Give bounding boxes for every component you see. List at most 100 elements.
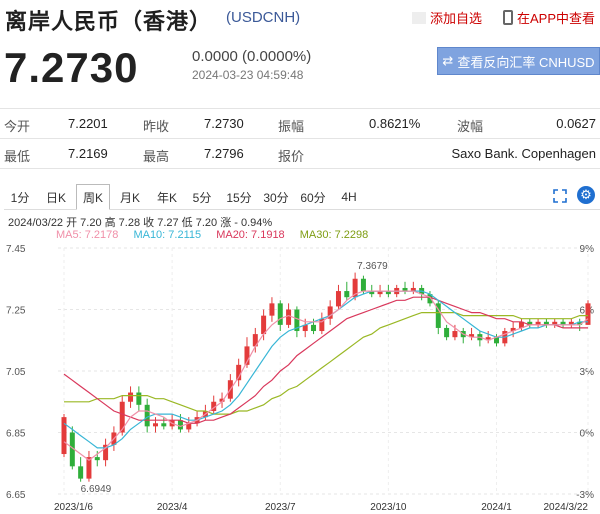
candle-body — [302, 324, 308, 332]
phone-icon — [503, 10, 513, 25]
candlestick-chart[interactable]: 7.459%7.256%7.053%6.850%6.65-3%2023/1/62… — [0, 240, 600, 514]
candle-body — [252, 334, 258, 347]
candle-body — [494, 337, 500, 344]
y-tick-label: 6.85 — [6, 429, 26, 440]
stat-label: 振幅 — [278, 119, 305, 134]
tab-yearly[interactable]: 年K — [156, 190, 177, 205]
candle-body — [360, 278, 366, 292]
candle-body — [535, 321, 541, 325]
candle-body — [236, 364, 242, 381]
ma20-line — [63, 296, 588, 424]
tab-1min[interactable]: 1分 — [10, 190, 30, 205]
tab-monthly[interactable]: 月K — [119, 190, 140, 205]
candle-body — [335, 291, 341, 307]
stat-value: 7.2730 — [204, 116, 244, 131]
stat-label: 昨收 — [143, 119, 170, 134]
stats-table: 今开 7.2201 昨收 7.2730 振幅 0.8621% 波幅 0.0627… — [0, 108, 600, 169]
candle-body — [577, 321, 583, 325]
candle-body — [269, 303, 275, 316]
candle-body — [452, 331, 458, 338]
candle-body — [161, 423, 167, 427]
candle-body — [61, 417, 67, 455]
candle-body — [352, 278, 358, 298]
candle-body — [485, 337, 491, 341]
candle-body — [219, 398, 225, 402]
candle-body — [560, 321, 566, 325]
candle-body — [568, 321, 574, 325]
reverse-rate-button[interactable]: ⇄ 查看反向汇率 CNHUSD — [437, 47, 600, 75]
ma10-line — [63, 290, 588, 449]
stat-value: 0.8621% — [369, 116, 421, 131]
stat-label: 波幅 — [457, 119, 484, 134]
candle-body — [94, 457, 100, 461]
stat-value: 7.2201 — [68, 116, 108, 131]
y-tick-label-right: 0% — [580, 429, 595, 440]
candle-body — [444, 327, 450, 338]
candle-body — [385, 291, 391, 295]
candle-body — [435, 303, 441, 328]
candle-body — [144, 404, 150, 427]
candle-body — [86, 457, 92, 479]
candle-body — [552, 321, 558, 325]
candle-body — [211, 401, 217, 411]
candle-body — [177, 420, 183, 430]
candle-body — [344, 291, 350, 298]
candle-body — [261, 315, 267, 335]
y-tick-label: 7.05 — [6, 367, 26, 378]
ma20-label: MA20: 7.1918 — [216, 229, 285, 241]
y-tick-label-right: 9% — [580, 244, 595, 255]
candle-body — [186, 423, 192, 430]
tab-60min[interactable]: 60分 — [300, 190, 326, 205]
stats-row: 今开 7.2201 昨收 7.2730 振幅 0.8621% 波幅 0.0627 — [0, 109, 600, 139]
candle-body — [311, 324, 317, 332]
y-tick-label: 7.25 — [6, 306, 26, 317]
stat-value: 7.2796 — [204, 146, 244, 161]
ma30-label: MA30: 7.2298 — [299, 229, 369, 241]
reverse-rate-label: 查看反向汇率 CNHUSD — [457, 54, 595, 70]
stat-label: 最低 — [4, 149, 31, 164]
page-title: 离岸人民币（香港） — [5, 10, 213, 35]
stat-label: 报价 — [278, 149, 305, 164]
candle-body — [244, 346, 250, 365]
tab-15min[interactable]: 15分 — [226, 190, 252, 205]
current-price: 7.2730 — [4, 44, 139, 91]
ma5-line — [63, 290, 589, 461]
add-favorite-button[interactable]: 添加自选 — [412, 8, 482, 27]
candle-body — [327, 306, 333, 319]
candle-body — [377, 291, 383, 295]
period-tabs: 1分 日K 周K 月K 年K 5分 15分 30分 60分 4H — [4, 184, 600, 210]
x-tick-label: 2023/7 — [265, 502, 296, 513]
ma5-label: MA5: 7.2178 — [56, 229, 119, 241]
tab-weekly[interactable]: 周K — [76, 184, 110, 210]
x-tick-label: 2024/1 — [481, 502, 512, 513]
candle-body — [518, 321, 524, 328]
x-tick-label: 2024/3/22 — [544, 502, 589, 513]
favorite-icon — [412, 11, 426, 24]
swap-icon: ⇄ — [442, 53, 454, 68]
open-app-label: 在APP中查看 — [517, 11, 596, 26]
candle-body — [319, 318, 325, 332]
candle-body — [527, 321, 533, 325]
candle-body — [369, 291, 375, 295]
candle-body — [128, 392, 134, 402]
y-tick-label-right: -3% — [576, 490, 594, 501]
fullscreen-icon[interactable] — [553, 189, 567, 203]
candle-body — [402, 287, 408, 292]
candle-body — [69, 432, 75, 467]
candle-body — [427, 294, 433, 304]
tab-daily[interactable]: 日K — [45, 190, 66, 205]
y-tick-label: 7.45 — [6, 244, 26, 255]
candle-body — [286, 309, 292, 325]
candle-body — [543, 321, 549, 325]
x-tick-label: 2023/4 — [157, 502, 188, 513]
y-tick-label-right: 3% — [580, 367, 595, 378]
settings-gear-icon[interactable]: ⚙ — [577, 186, 595, 204]
x-tick-label: 2023/10 — [370, 502, 407, 513]
candle-body — [277, 303, 283, 325]
tab-4h[interactable]: 4H — [341, 190, 357, 204]
open-app-link[interactable]: 在APP中查看 — [503, 8, 595, 27]
tab-5min[interactable]: 5分 — [192, 190, 212, 205]
tab-30min[interactable]: 30分 — [263, 190, 289, 205]
ma10-label: MA10: 7.2115 — [133, 229, 202, 241]
stat-value: 0.0627 — [556, 116, 596, 131]
